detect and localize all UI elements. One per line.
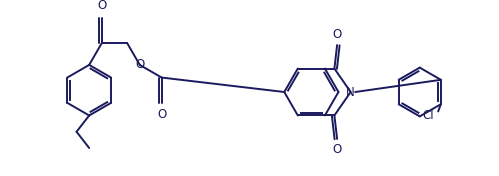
Text: O: O [97, 0, 106, 12]
Text: O: O [332, 27, 342, 40]
Text: O: O [135, 58, 144, 71]
Text: O: O [157, 108, 166, 121]
Text: Cl: Cl [422, 109, 434, 122]
Text: N: N [346, 86, 355, 99]
Text: O: O [332, 143, 342, 156]
